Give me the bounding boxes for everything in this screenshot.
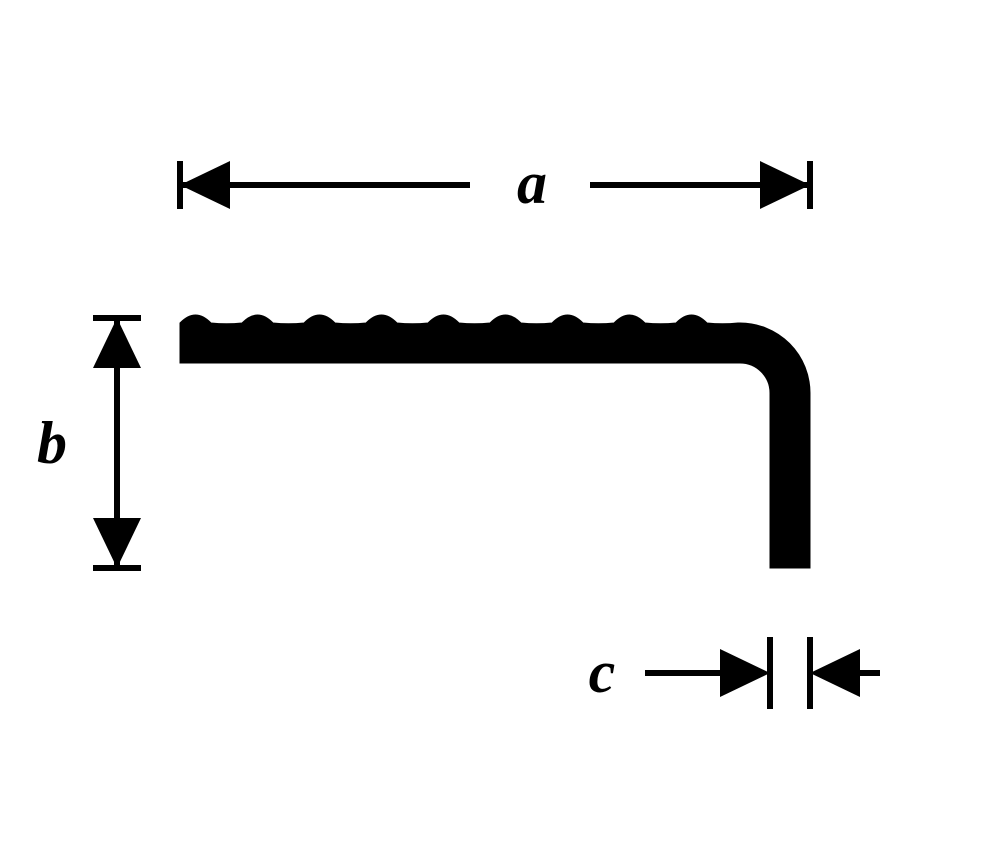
dim-b-arrow-top [93, 318, 141, 368]
dim-b-arrow-bottom [93, 518, 141, 568]
dim-a-label: a [517, 150, 547, 216]
profile-cross-section [180, 315, 810, 568]
technical-diagram: a b c [0, 0, 1000, 858]
dim-c-arrow-left [720, 649, 770, 697]
dim-c-label: c [589, 639, 616, 705]
dimension-a: a [180, 150, 810, 216]
dim-a-arrow-right [760, 161, 810, 209]
dimension-b: b [37, 318, 141, 568]
dim-c-arrow-right [810, 649, 860, 697]
dimension-c: c [589, 637, 880, 709]
dim-b-label: b [37, 410, 67, 476]
dim-a-arrow-left [180, 161, 230, 209]
